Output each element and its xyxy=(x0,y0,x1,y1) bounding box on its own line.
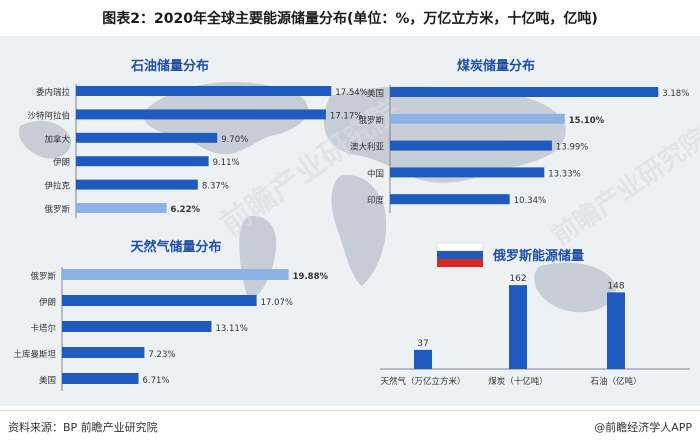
oil-category-label: 伊拉克 xyxy=(44,181,70,192)
oil-bar xyxy=(76,132,218,143)
oil-value-label: 9.11% xyxy=(213,158,240,168)
coal-bar xyxy=(390,87,659,97)
oil-bar xyxy=(76,203,167,213)
gas-value-label: 13.11% xyxy=(215,324,247,334)
coal-bar xyxy=(390,113,565,124)
russia-bar xyxy=(509,285,527,369)
coal-bar xyxy=(390,194,510,205)
gas-category-label: 伊朗 xyxy=(39,297,56,308)
coal-value-label: 13.33% xyxy=(548,169,580,179)
coal-category-label: 印度 xyxy=(367,195,385,206)
gas-chart-title: 天然气储量分布 xyxy=(130,239,221,255)
gas-value-label: 17.07% xyxy=(261,298,293,308)
gas-value-label: 6.71% xyxy=(142,376,169,386)
oil-category-label: 加拿大 xyxy=(44,134,70,145)
flag-stripe-white xyxy=(436,242,484,252)
russia-value-label: 162 xyxy=(509,274,526,284)
oil-category-label: 委内瑞拉 xyxy=(36,87,71,98)
watermark-text-2: 前瞻产业研究院 xyxy=(546,122,700,252)
flag-stripe-red xyxy=(437,259,483,267)
coal-bar xyxy=(390,140,552,151)
oil-category-label: 沙特阿拉伯 xyxy=(27,110,70,121)
footer: 资料来源：BP 前瞻产业研究院 @前瞻经济学人APP xyxy=(0,410,700,444)
gas-category-label: 美国 xyxy=(39,375,56,386)
page-title: 图表2：2020年全球主要能源储量分布(单位：%，万亿立方米，十亿吨，亿吨) xyxy=(102,11,598,27)
russia-value-label: 148 xyxy=(607,281,624,291)
gas-bar xyxy=(62,269,289,280)
oil-bar xyxy=(76,86,332,96)
coal-category-label: 澳大利亚 xyxy=(350,142,385,153)
oil-bar xyxy=(76,156,209,167)
flag-stripe-blue xyxy=(437,251,483,259)
coal-category-label: 俄罗斯 xyxy=(358,115,384,126)
oil-value-label: 8.37% xyxy=(202,182,229,192)
coal-value-label: 13.99% xyxy=(556,143,588,153)
coal-bar xyxy=(390,167,545,178)
gas-category-label: 土库曼斯坦 xyxy=(13,349,56,360)
coal-category-label: 中国 xyxy=(367,168,384,179)
gas-category-label: 俄罗斯 xyxy=(30,271,56,282)
oil-chart-title: 石油储量分布 xyxy=(130,58,209,74)
chart-canvas: 前瞻产业研究院 前瞻产业研究院 石油储量分布 委内瑞拉 17.54% 沙特阿拉伯 17.… xyxy=(0,36,700,406)
oil-category-label: 俄罗斯 xyxy=(44,204,70,215)
oil-bar xyxy=(76,179,198,190)
russia-category-label: 石油（亿吨） xyxy=(590,376,641,387)
russia-bar xyxy=(607,292,625,369)
gas-bar xyxy=(62,347,145,358)
oil-value-label: 17.17% xyxy=(330,111,362,121)
gas-category-label: 卡塔尔 xyxy=(30,323,56,334)
coal-value-label: 10.34% xyxy=(514,196,546,206)
oil-value-label: 17.54% xyxy=(335,88,367,98)
oil-value-label: 6.22% xyxy=(171,205,201,215)
brand-text: @前瞻经济学人APP xyxy=(594,421,692,434)
gas-value-label: 19.88% xyxy=(293,272,329,282)
gas-bar xyxy=(62,373,139,384)
oil-value-label: 9.70% xyxy=(221,135,248,145)
source-text: 资料来源：BP 前瞻产业研究院 xyxy=(8,421,158,434)
gas-value-label: 7.23% xyxy=(148,350,175,360)
russia-category-label: 天然气（万亿立方米） xyxy=(380,376,465,387)
russia-bar xyxy=(414,349,432,369)
oil-category-label: 伊朗 xyxy=(53,157,70,168)
coal-value-label: 15.10% xyxy=(569,116,605,126)
russia-flag xyxy=(436,242,484,267)
oil-bar xyxy=(76,109,326,120)
coal-chart-title: 煤炭储量分布 xyxy=(457,58,535,74)
gas-bar xyxy=(62,321,212,332)
russia-value-label: 37 xyxy=(417,339,428,349)
russia-category-label: 煤炭（十亿吨） xyxy=(488,376,548,387)
coal-category-label: 美国 xyxy=(367,88,384,99)
coal-value-label: 3.18% xyxy=(662,89,689,99)
russia-reserves-chart: 俄罗斯能源储量 37 天然气（万亿立方米） 162 煤炭（十亿吨） 148 石油（亿吨） xyxy=(380,242,690,387)
russia-chart-title: 俄罗斯能源储量 xyxy=(492,248,584,264)
gas-bar xyxy=(62,295,257,306)
